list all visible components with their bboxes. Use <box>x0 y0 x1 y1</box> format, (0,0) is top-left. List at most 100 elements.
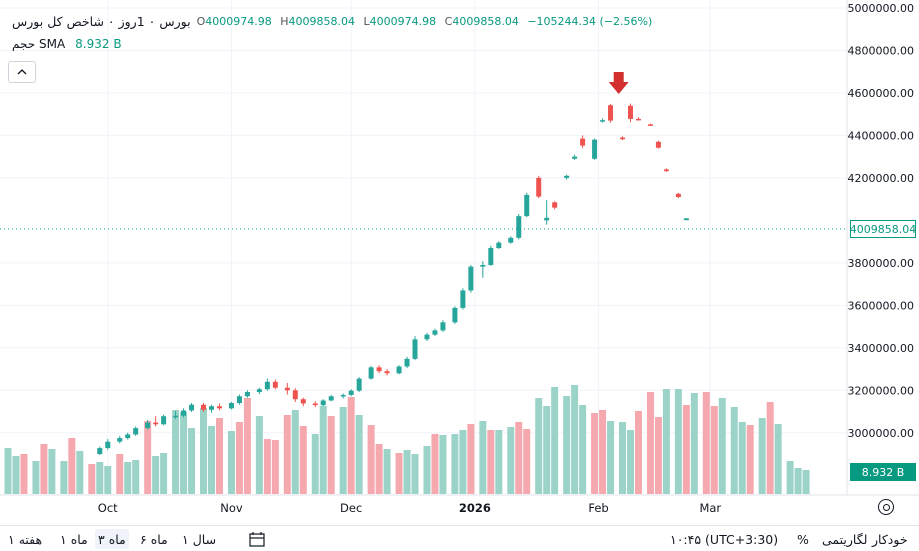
candle <box>460 288 466 310</box>
volume-bar <box>132 460 140 494</box>
volume-tag: 8.932 B <box>850 463 916 481</box>
marker <box>608 72 629 94</box>
candle <box>655 140 661 149</box>
chart-area[interactable]: 5000000.00 4800000.00 4600000.00 4400000.00… <box>0 0 919 525</box>
candle-body <box>675 193 681 198</box>
candle-body <box>328 396 334 401</box>
candle-body <box>312 403 318 406</box>
volume-bar <box>395 453 403 494</box>
legend: بورس ۰ 1روز ۰ شاخص کل بورس O4000974.98 H… <box>12 11 657 31</box>
x-tick-label: Dec <box>340 501 362 515</box>
candle <box>356 377 362 392</box>
y-tick-label: 4600000.00 <box>848 87 914 100</box>
y-tick-label: 3200000.00 <box>848 384 914 397</box>
volume-bar <box>758 418 766 494</box>
candle <box>452 306 458 325</box>
volume-bar <box>200 408 208 494</box>
volume-bar <box>355 415 363 494</box>
volume-bar <box>227 431 235 494</box>
volume-bar <box>235 422 243 494</box>
timeframe-1w[interactable]: ۱ هفته <box>8 531 43 547</box>
candle <box>340 393 346 399</box>
candle-body <box>468 266 474 291</box>
volume-bar <box>738 422 746 494</box>
volume-bar <box>794 468 802 494</box>
candle-body <box>201 404 207 410</box>
volume-bar <box>766 402 774 494</box>
candle <box>396 365 402 375</box>
timeframe-3m[interactable]: ۳ ماه <box>95 529 129 549</box>
candle-body <box>173 415 179 418</box>
volume-bar <box>451 434 459 494</box>
candle <box>328 394 334 402</box>
candle-body <box>244 391 250 397</box>
bottom-toolbar: ۱ هفته ۱ ماه ۳ ماه ۶ ماه سال ۱ ۱۰:۴۵ (UT… <box>0 525 919 551</box>
volume-bar <box>20 454 28 494</box>
candle <box>117 435 123 444</box>
volume-bar <box>431 434 439 494</box>
candle <box>125 432 131 440</box>
candle-body <box>133 428 139 435</box>
collapse-legend-button[interactable] <box>8 61 36 83</box>
log-scale-toggle[interactable]: لگاریتمی <box>822 531 868 547</box>
calendar-range-icon[interactable] <box>248 529 266 549</box>
candle <box>209 404 215 413</box>
candle-body <box>264 381 270 390</box>
timeframe-6m[interactable]: ۶ ماه <box>140 531 168 547</box>
candle-body <box>105 441 111 449</box>
candle-body <box>683 218 689 221</box>
candle <box>496 241 502 250</box>
volume-bar <box>96 462 104 494</box>
candle <box>592 138 598 160</box>
volume-bar <box>654 417 662 494</box>
candle <box>145 420 151 430</box>
percent-scale-toggle[interactable]: % <box>797 531 809 547</box>
candle <box>300 397 306 407</box>
chart-title: بورس ۰ 1روز ۰ شاخص کل بورس <box>12 13 191 29</box>
open-label: O <box>196 14 206 28</box>
candle <box>376 365 382 374</box>
candle <box>320 399 326 407</box>
arrow-down-marker <box>608 72 629 94</box>
candle <box>256 387 262 395</box>
candle <box>384 369 390 376</box>
candle-body <box>228 403 234 409</box>
volume-bar <box>160 453 168 494</box>
candle <box>424 332 430 342</box>
price-axis: 5000000.00 4800000.00 4600000.00 4400000.00… <box>846 0 914 495</box>
candle-body <box>376 367 382 372</box>
volume-bar <box>746 425 754 494</box>
volume-bar <box>662 389 670 494</box>
x-tick-label: Feb <box>588 501 608 515</box>
candle <box>348 389 354 397</box>
gear-icon[interactable] <box>878 499 894 515</box>
volume-bar <box>271 440 279 494</box>
volume-bar <box>255 416 263 494</box>
candle-body <box>292 390 298 400</box>
volume-bars <box>4 385 810 494</box>
timezone-time[interactable]: ۱۰:۴۵ (UTC+3:30) <box>670 531 779 547</box>
candle <box>412 336 418 361</box>
candle <box>572 154 578 160</box>
candle <box>552 201 558 210</box>
candle-body <box>320 400 326 406</box>
candle <box>264 378 270 391</box>
candle-body <box>452 307 458 323</box>
volume-bar <box>718 398 726 494</box>
volume-bar <box>243 398 251 494</box>
auto-scale-toggle[interactable]: خودکار <box>872 531 908 547</box>
candle <box>292 388 298 402</box>
volume-bar <box>339 407 347 494</box>
volume-bar <box>599 410 607 494</box>
candle-body <box>404 358 410 367</box>
candle-body <box>181 410 187 416</box>
candle-body <box>356 378 362 391</box>
low-value: 4000974.98 <box>369 14 437 28</box>
volume-bar <box>76 451 84 494</box>
volume-bar <box>144 421 152 494</box>
candle <box>663 168 669 172</box>
timeframe-1m[interactable]: ۱ ماه <box>60 531 88 547</box>
timeframe-1y[interactable]: سال ۱ <box>182 531 217 547</box>
y-tick-label: 4200000.00 <box>848 172 914 185</box>
candle <box>508 236 514 244</box>
